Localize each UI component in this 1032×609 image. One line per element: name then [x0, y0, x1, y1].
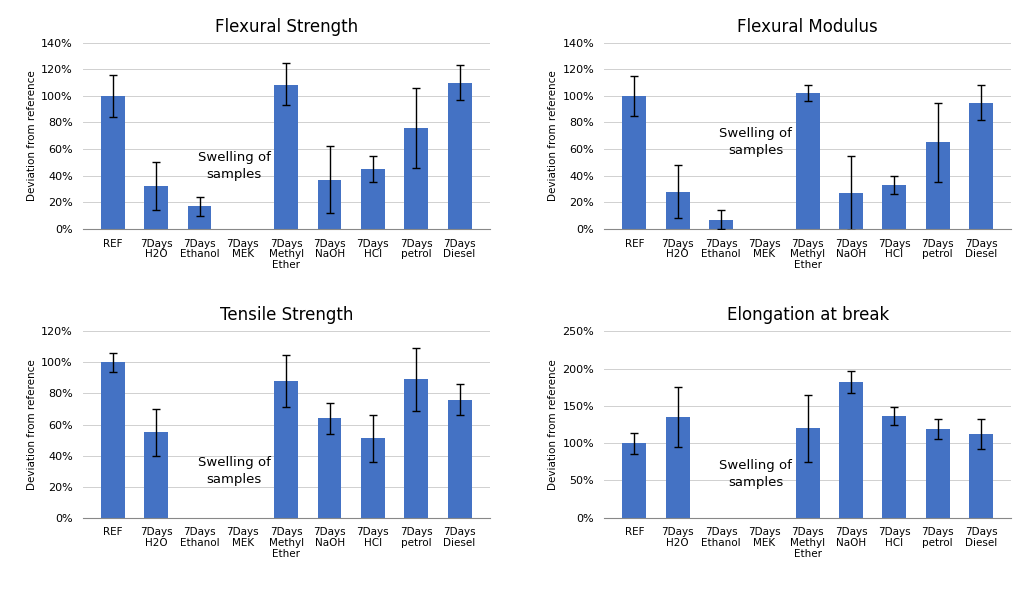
Bar: [622, 96, 646, 229]
Bar: [666, 192, 689, 229]
Y-axis label: Deviation from reference: Deviation from reference: [27, 359, 37, 490]
Bar: [361, 438, 385, 518]
Title: Elongation at break: Elongation at break: [727, 306, 889, 324]
Bar: [405, 379, 428, 518]
Title: Flexural Modulus: Flexural Modulus: [737, 18, 878, 35]
Bar: [882, 415, 906, 518]
Text: Swelling of
samples: Swelling of samples: [198, 456, 270, 486]
Bar: [839, 382, 863, 518]
Y-axis label: Deviation from reference: Deviation from reference: [548, 71, 558, 201]
Bar: [144, 432, 168, 518]
Bar: [796, 428, 819, 518]
Bar: [275, 381, 298, 518]
Bar: [448, 400, 472, 518]
Text: Swelling of
samples: Swelling of samples: [719, 459, 793, 490]
Bar: [926, 143, 949, 229]
Bar: [969, 102, 993, 229]
Text: Swelling of
samples: Swelling of samples: [719, 127, 793, 157]
Bar: [275, 85, 298, 229]
Bar: [882, 185, 906, 229]
Bar: [101, 362, 125, 518]
Bar: [448, 83, 472, 229]
Title: Tensile Strength: Tensile Strength: [220, 306, 353, 324]
Bar: [796, 93, 819, 229]
Bar: [318, 180, 342, 229]
Title: Flexural Strength: Flexural Strength: [215, 18, 358, 35]
Y-axis label: Deviation from reference: Deviation from reference: [27, 71, 37, 201]
Bar: [188, 206, 212, 229]
Y-axis label: Deviation from reference: Deviation from reference: [548, 359, 558, 490]
Bar: [101, 96, 125, 229]
Text: Swelling of
samples: Swelling of samples: [198, 152, 270, 181]
Bar: [318, 418, 342, 518]
Bar: [666, 417, 689, 518]
Bar: [839, 193, 863, 229]
Bar: [405, 128, 428, 229]
Bar: [144, 186, 168, 229]
Bar: [361, 169, 385, 229]
Bar: [926, 429, 949, 518]
Bar: [969, 434, 993, 518]
Bar: [709, 220, 733, 229]
Bar: [622, 443, 646, 518]
